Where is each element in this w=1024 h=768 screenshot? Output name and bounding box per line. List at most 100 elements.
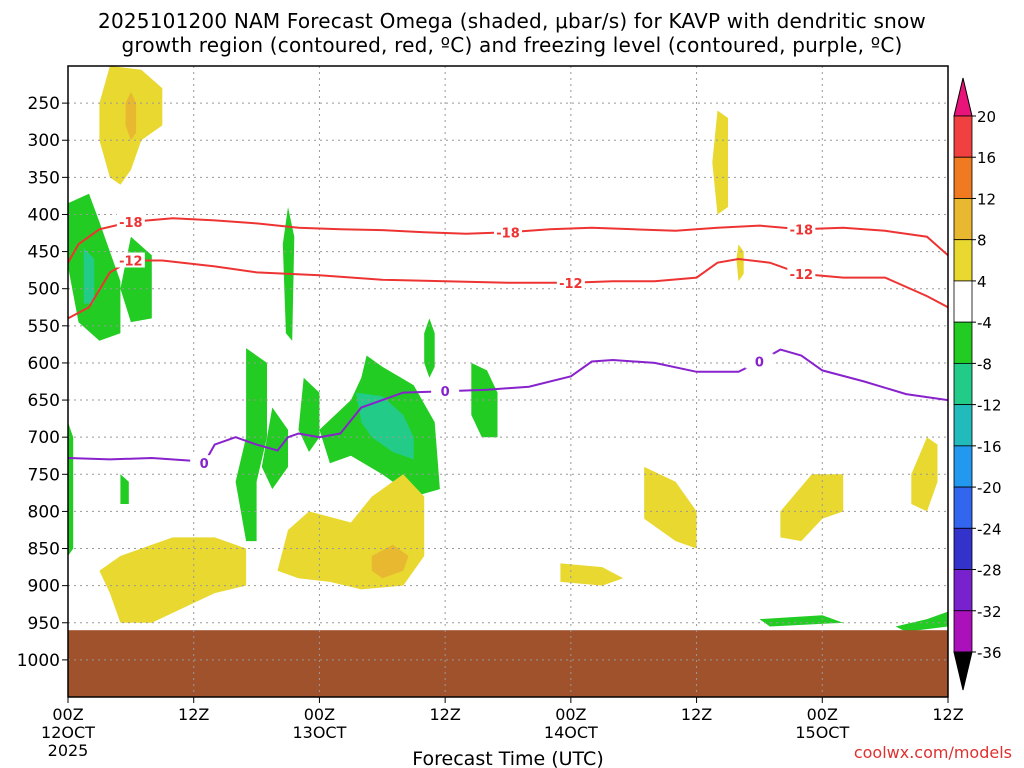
y-tick-label-12: 850: [28, 540, 60, 560]
colorbar-tick-label-11: -28: [977, 562, 1002, 580]
colorbar: 20 16 12 8 4 -4 -8 -12 -16 -20 -24 -28 -32 -36: [953, 77, 1002, 691]
x-tick-label-5: 12Z: [681, 705, 712, 724]
colorbar-tick-label-0: 20: [977, 108, 996, 126]
x-tick-label-3: 12Z: [429, 705, 460, 724]
x-tick-date-4: 14OCT: [544, 723, 598, 742]
omega-region-1: [125, 92, 137, 141]
omega-region-13: [424, 318, 435, 378]
x-tick-label-1: 12Z: [178, 705, 209, 724]
colorbar-tick-label-12: -32: [977, 603, 1002, 621]
colorbar-segment-5: [953, 321, 973, 364]
omega-region-6: [120, 474, 129, 504]
colorbar-tick-label-7: -12: [977, 397, 1002, 415]
omega-region-8: [261, 407, 288, 490]
y-tick-label-8: 650: [28, 391, 60, 411]
colorbar-segment-3: [953, 239, 973, 282]
x-tick-label-7: 12Z: [932, 705, 963, 724]
dendritic-contour-label-1-0: -12: [119, 254, 143, 269]
y-tick-label-15: 1000: [17, 651, 60, 671]
freezing-contour-label-bg: [190, 455, 219, 471]
omega-region-14: [471, 362, 498, 438]
x-tick-date-6: 15OCT: [795, 723, 849, 742]
dendritic-contour-label-0-2: -18: [790, 223, 814, 238]
colorbar-segment-0: [953, 115, 973, 158]
dendritic-contour-label-bg: [556, 274, 585, 290]
x-axis-label: Forecast Time (UTC): [412, 748, 603, 768]
dendritic-contour-label-bg: [116, 252, 145, 268]
omega-region-15: [99, 537, 247, 623]
colorbar-segment-12: [953, 610, 973, 653]
dendritic-contour-label-0-1: -18: [496, 226, 520, 241]
omega-region-18: [560, 563, 624, 586]
omega-region-23: [911, 437, 938, 512]
freezing-contour-label-0-2: 0: [755, 355, 764, 370]
colorbar-tick-label-3: 8: [977, 232, 987, 250]
y-tick-label-7: 600: [28, 354, 60, 374]
colorbar-tick-label-8: -16: [977, 438, 1002, 456]
y-tick-label-5: 500: [28, 280, 60, 300]
omega-region-22: [780, 474, 844, 542]
plot-background: [68, 66, 948, 697]
freezing-contour-label-0-0: 0: [200, 457, 209, 472]
colorbar-segment-1: [953, 156, 973, 199]
y-tick-label-0: 250: [28, 94, 60, 114]
y-tick-label-4: 450: [28, 243, 60, 263]
x-tick-label-4: 00Z: [555, 705, 586, 724]
freezing-contour-label-bg: [431, 383, 460, 399]
colorbar-bottom-arrow: [953, 651, 973, 691]
y-tick-label-14: 950: [28, 614, 60, 634]
axes: 250 300 350 400 450 500 550 600 650 700 750 800 850 9…: [17, 65, 964, 768]
dendritic-contour-label-bg: [787, 265, 816, 281]
omega-region-20: [712, 110, 728, 215]
chart-title-line-1: 2025101200 NAM Forecast Omega (shaded, μ…: [98, 9, 926, 33]
colorbar-segment-11: [953, 569, 973, 612]
y-tick-label-2: 350: [28, 168, 60, 188]
omega-region-5: [68, 422, 74, 556]
plot-content: -18 -18 -18 -12 -12 -12 0 0 0: [68, 66, 948, 697]
x-tick-year-0: 2025: [48, 741, 89, 760]
omega-region-7: [235, 348, 267, 542]
colorbar-segment-10: [953, 527, 973, 570]
colorbar-tick-label-5: -4: [977, 314, 992, 332]
ground-fill: [68, 630, 948, 697]
freezing-contour-label-0-1: 0: [441, 385, 450, 400]
y-tick-label-1: 300: [28, 131, 60, 151]
colorbar-segment-8: [953, 445, 973, 488]
x-tick-label-6: 00Z: [807, 705, 838, 724]
colorbar-segment-4: [953, 280, 973, 323]
x-tick-date-2: 13OCT: [292, 723, 346, 742]
colorbar-segment-2: [953, 198, 973, 241]
dendritic-contour-label-bg: [787, 221, 816, 237]
colorbar-segment-6: [953, 362, 973, 406]
colorbar-tick-label-10: -24: [977, 520, 1002, 538]
y-tick-label-10: 750: [28, 465, 60, 485]
freezing-contour-0: [68, 348, 948, 465]
y-tick-label-6: 550: [28, 317, 60, 337]
y-tick-label-3: 400: [28, 205, 60, 225]
colorbar-segment-9: [953, 486, 973, 529]
omega-region-12: [356, 392, 414, 460]
colorbar-tick-label-9: -20: [977, 479, 1002, 497]
colorbar-tick-label-6: -8: [977, 355, 992, 373]
chart-title-line-2: growth region (contoured, red, ºC) and f…: [121, 33, 903, 57]
omega-region-21: [736, 244, 744, 282]
credit-text: coolwx.com/models: [853, 743, 1012, 762]
x-tick-label-2: 00Z: [304, 705, 335, 724]
colorbar-tick-label-1: 16: [977, 149, 996, 167]
omega-region-25: [895, 611, 948, 632]
plot-area: -18 -18 -18 -12 -12 -12 0 0 0: [68, 66, 948, 697]
dendritic-contour-label-bg: [494, 224, 522, 240]
freezing-contour-label-bg: [745, 353, 774, 369]
y-tick-label-13: 900: [28, 577, 60, 597]
colorbar-segment-7: [953, 404, 973, 447]
x-tick-label-0: 00Z: [52, 705, 83, 724]
colorbar-tick-label-13: -36: [977, 644, 1002, 662]
y-tick-label-9: 700: [28, 428, 60, 448]
plot-frame: [67, 65, 949, 698]
dendritic-contour-label-1-1: -12: [559, 277, 583, 292]
x-tick-date-0: 12OCT: [41, 723, 95, 742]
dendritic-contour-label-bg: [116, 213, 145, 229]
colorbar-tick-label-4: 4: [977, 273, 987, 291]
omega-region-17: [371, 544, 409, 579]
dendritic-contour-label-1-2: -12: [790, 268, 814, 283]
